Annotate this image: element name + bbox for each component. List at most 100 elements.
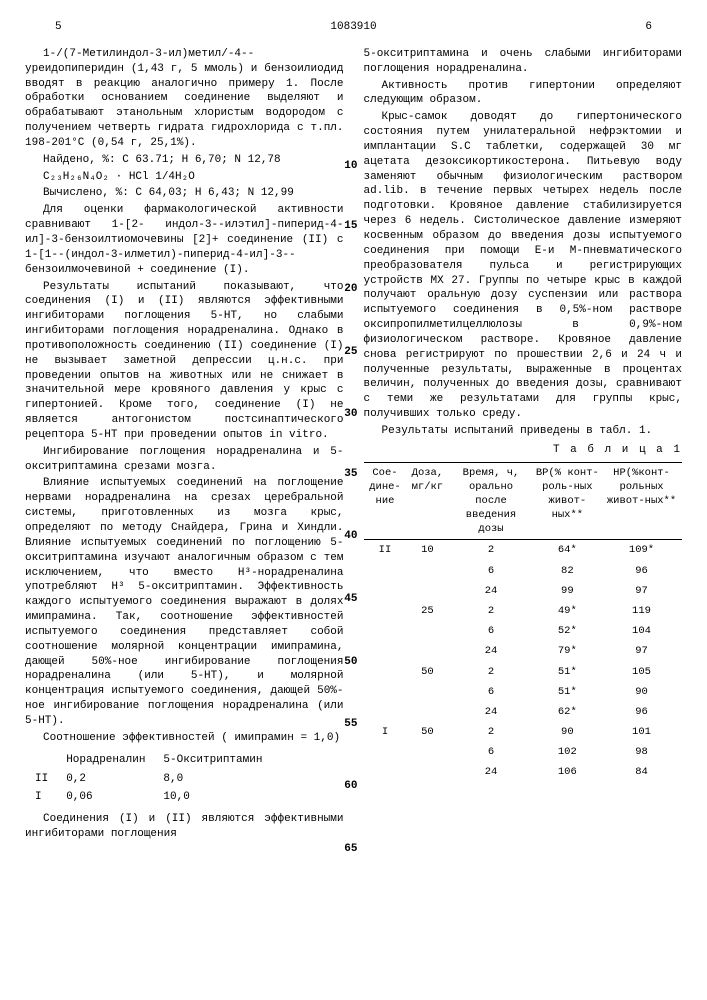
cell bbox=[364, 601, 407, 621]
paragraph: Соотношение эффективностей ( имипрамин =… bbox=[25, 731, 344, 746]
page-num-left: 5 bbox=[55, 20, 62, 35]
cell bbox=[364, 762, 407, 782]
cell: 64* bbox=[534, 540, 601, 561]
cell: 101 bbox=[601, 722, 682, 742]
table-row: Норадреналин 5-Окситриптамин bbox=[27, 752, 270, 769]
cell: 24 bbox=[448, 641, 533, 661]
left-column: 10 15 20 25 30 35 40 45 50 55 60 65 1-/(… bbox=[25, 47, 344, 844]
cell bbox=[406, 561, 448, 581]
table-row: I50290101 bbox=[364, 722, 683, 742]
cell: 82 bbox=[534, 561, 601, 581]
paragraph: 5-окситриптамина и очень слабыми ингибит… bbox=[364, 47, 683, 77]
col-header: Время, ч, орально после введения дозы bbox=[448, 462, 533, 540]
cell: 5-Окситриптамин bbox=[155, 752, 270, 769]
results-table: Сое-дине-ние Доза, мг/кг Время, ч, ораль… bbox=[364, 462, 683, 783]
line-num: 30 bbox=[344, 407, 357, 422]
cell bbox=[406, 621, 448, 641]
cell: 51* bbox=[534, 682, 601, 702]
doc-number: 1083910 bbox=[330, 20, 376, 35]
table-row: 249997 bbox=[364, 581, 683, 601]
cell: 0,2 bbox=[58, 771, 153, 788]
table-row: 25249*119 bbox=[364, 601, 683, 621]
paragraph: Результаты испытаний показывают, что сое… bbox=[25, 280, 344, 443]
cell bbox=[406, 762, 448, 782]
table-row: 652*104 bbox=[364, 621, 683, 641]
line-num: 20 bbox=[344, 282, 357, 297]
cell: 109* bbox=[601, 540, 682, 561]
cell: 90 bbox=[601, 682, 682, 702]
cell: 2 bbox=[448, 662, 533, 682]
cell bbox=[364, 742, 407, 762]
cell: II bbox=[364, 540, 407, 561]
page-header: 5 1083910 6 bbox=[25, 20, 682, 35]
cell: 84 bbox=[601, 762, 682, 782]
cell bbox=[406, 641, 448, 661]
paragraph: Активность против гипертонии определяют … bbox=[364, 79, 683, 109]
line-num: 65 bbox=[344, 842, 357, 857]
cell: 6 bbox=[448, 621, 533, 641]
cell: 2 bbox=[448, 601, 533, 621]
cell: 98 bbox=[601, 742, 682, 762]
cell bbox=[406, 682, 448, 702]
cell bbox=[406, 742, 448, 762]
cell: 50 bbox=[406, 722, 448, 742]
table-row: 651*90 bbox=[364, 682, 683, 702]
table-title: Т а б л и ц а 1 bbox=[364, 443, 683, 458]
cell bbox=[406, 581, 448, 601]
cell: 51* bbox=[534, 662, 601, 682]
cell: 6 bbox=[448, 742, 533, 762]
paragraph: 1-/(7-Метилиндол-3-ил)метил/-4--уреидопи… bbox=[25, 47, 344, 151]
cell bbox=[364, 581, 407, 601]
cell: 52* bbox=[534, 621, 601, 641]
cell bbox=[364, 662, 407, 682]
table-row: I 0,06 10,0 bbox=[27, 789, 270, 806]
paragraph: Результаты испытаний приведены в табл. 1… bbox=[364, 424, 683, 439]
line-num: 35 bbox=[344, 467, 357, 482]
cell: 79* bbox=[534, 641, 601, 661]
cell: 24 bbox=[448, 702, 533, 722]
cell: Норадреналин bbox=[58, 752, 153, 769]
table-row: 610298 bbox=[364, 742, 683, 762]
cell bbox=[364, 641, 407, 661]
table-header-row: Сое-дине-ние Доза, мг/кг Время, ч, ораль… bbox=[364, 462, 683, 540]
paragraph: Влияние испытуемых соединений на поглоще… bbox=[25, 476, 344, 728]
cell: 106 bbox=[534, 762, 601, 782]
cell: 119 bbox=[601, 601, 682, 621]
page-num-right: 6 bbox=[645, 20, 652, 35]
table-row: II 0,2 8,0 bbox=[27, 771, 270, 788]
cell: 10,0 bbox=[155, 789, 270, 806]
line-num: 60 bbox=[344, 779, 357, 794]
table-row: 68296 bbox=[364, 561, 683, 581]
table-row: 2479*97 bbox=[364, 641, 683, 661]
line-num: 15 bbox=[344, 219, 357, 234]
cell: 105 bbox=[601, 662, 682, 682]
cell: 97 bbox=[601, 581, 682, 601]
paragraph: Вычислено, %: С 64,03; Н 6,43; N 12,99 bbox=[25, 186, 344, 201]
cell: 90 bbox=[534, 722, 601, 742]
cell: 24 bbox=[448, 581, 533, 601]
cell: I bbox=[364, 722, 407, 742]
col-header: Доза, мг/кг bbox=[406, 462, 448, 540]
ratio-table: Норадреналин 5-Окситриптамин II 0,2 8,0 … bbox=[25, 750, 272, 809]
cell: 99 bbox=[534, 581, 601, 601]
col-header: ВР(% конт-роль-ных живот-ных** bbox=[534, 462, 601, 540]
cell bbox=[364, 621, 407, 641]
col-header: Сое-дине-ние bbox=[364, 462, 407, 540]
cell bbox=[364, 702, 407, 722]
cell: 6 bbox=[448, 561, 533, 581]
cell: 96 bbox=[601, 561, 682, 581]
cell: 24 bbox=[448, 762, 533, 782]
line-num: 10 bbox=[344, 159, 357, 174]
table-row: 50251*105 bbox=[364, 662, 683, 682]
cell bbox=[364, 561, 407, 581]
line-num: 40 bbox=[344, 529, 357, 544]
cell: 2 bbox=[448, 722, 533, 742]
formula: С₂₃Н₂₆N₄О₂ · HCl 1/4H₂O bbox=[25, 170, 344, 185]
two-column-layout: 10 15 20 25 30 35 40 45 50 55 60 65 1-/(… bbox=[25, 47, 682, 844]
cell: 2 bbox=[448, 540, 533, 561]
cell: 0,06 bbox=[58, 789, 153, 806]
paragraph: Крыс-самок доводят до гипертонического с… bbox=[364, 110, 683, 422]
cell: 97 bbox=[601, 641, 682, 661]
cell bbox=[406, 702, 448, 722]
table-row: 2462*96 bbox=[364, 702, 683, 722]
